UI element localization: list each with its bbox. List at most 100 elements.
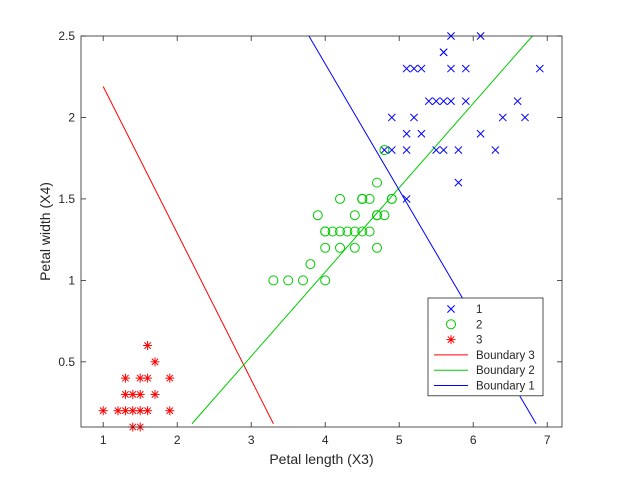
data-point-class-1 (461, 97, 470, 106)
data-point-class-3 (150, 357, 160, 367)
data-point-class-2 (298, 275, 308, 286)
data-point-class-1 (402, 194, 411, 203)
data-point-class-2 (386, 193, 397, 204)
data-point-class-2 (320, 226, 331, 237)
legend-label: 2 (476, 319, 482, 331)
legend-marker-swatch (446, 335, 456, 345)
x-tick-label: 6 (470, 433, 477, 447)
data-point-class-2 (283, 275, 294, 286)
legend-box (427, 297, 544, 397)
data-point-class-2 (320, 275, 331, 286)
data-point-class-2 (342, 226, 353, 237)
data-point-class-2 (372, 210, 382, 221)
data-point-class-1 (424, 97, 433, 106)
data-point-class-2 (268, 275, 279, 286)
legend-entry: 2 (446, 319, 482, 331)
data-point-class-1 (447, 64, 455, 73)
data-point-class-1 (439, 97, 448, 106)
data-point-class-3 (135, 389, 145, 399)
data-point-class-2 (372, 242, 382, 253)
legend-entry: 1 (447, 304, 482, 316)
data-point-class-1 (387, 113, 396, 122)
y-tick-label: 2 (68, 110, 75, 124)
legend-entry: Boundary 3 (434, 350, 535, 362)
legend-entry: Boundary 1 (434, 381, 535, 393)
data-point-class-3 (165, 406, 175, 416)
data-point-class-1 (410, 64, 418, 73)
data-point-class-1 (454, 146, 463, 154)
data-point-class-3 (128, 389, 138, 399)
legend: 1 2 3 Boundary 3 Boundary 2 Boundary 1 (427, 297, 544, 397)
data-point-class-1 (410, 113, 418, 122)
data-point-class-1 (461, 64, 470, 73)
data-point-class-2 (305, 259, 316, 270)
legend-label: Boundary 2 (476, 365, 535, 377)
data-point-class-1 (454, 178, 463, 187)
legend-label: Boundary 3 (476, 350, 535, 362)
data-point-class-3 (143, 373, 153, 383)
data-point-class-3 (120, 373, 130, 383)
ticks-layer: 1 2 3 4 5 6 7 0.5 1 1.5 2 2.5 (58, 29, 562, 447)
axes-frame (80, 35, 563, 428)
data-point-class-1 (417, 64, 426, 73)
x-tick-label: 3 (248, 433, 255, 447)
data-point-class-3 (143, 406, 153, 416)
boundary-line-2 (191, 35, 533, 425)
data-point-class-1 (387, 146, 396, 154)
data-point-class-2 (379, 145, 390, 156)
data-point-class-1 (513, 97, 522, 106)
y-tick-label: 0.5 (58, 355, 75, 369)
x-tick-label: 5 (396, 433, 403, 447)
data-point-class-1 (476, 129, 485, 138)
y-tick-label: 2.5 (58, 29, 75, 43)
y-axis-label: Petal width (X4) (37, 182, 53, 281)
x-tick-label: 1 (100, 433, 107, 447)
data-point-class-2 (335, 193, 345, 204)
data-point-class-2 (335, 226, 345, 237)
data-point-class-2 (357, 193, 368, 204)
legend-label: 3 (476, 335, 482, 347)
legend-label: 1 (476, 304, 482, 316)
y-tick-label: 1.5 (58, 192, 75, 206)
data-point-class-1 (447, 97, 455, 106)
data-point-class-2 (349, 210, 360, 221)
data-point-class-2 (364, 193, 375, 204)
x-tick-label: 2 (174, 433, 181, 447)
boundary-line-1 (102, 86, 274, 424)
data-point-class-2 (335, 242, 345, 253)
data-point-class-1 (417, 129, 426, 138)
legend-marker-swatch (446, 319, 456, 330)
legend-marker-swatch (447, 305, 455, 313)
data-point-class-1 (432, 146, 441, 154)
data-point-class-1 (402, 146, 411, 154)
data-point-class-1 (439, 48, 448, 57)
data-point-class-1 (439, 146, 448, 154)
data-point-class-1 (491, 146, 500, 154)
data-point-class-2 (349, 242, 360, 253)
data-point-class-1 (535, 64, 544, 73)
legend-label: Boundary 1 (476, 381, 535, 393)
data-point-class-2 (379, 210, 390, 221)
data-point-class-2 (372, 177, 382, 188)
data-point-class-2 (320, 242, 331, 253)
data-point-class-3 (165, 373, 175, 383)
data-point-class-3 (98, 406, 108, 416)
data-point-class-2 (357, 226, 368, 237)
legend-entry: 3 (446, 335, 482, 347)
data-point-class-1 (402, 129, 411, 138)
data-point-class-2 (312, 210, 323, 221)
data-point-class-1 (498, 113, 507, 122)
x-tick-label: 7 (544, 433, 551, 447)
x-tick-label: 4 (322, 433, 329, 447)
x-axis-label: Petal length (X3) (269, 451, 373, 467)
y-tick-label: 1 (68, 273, 75, 287)
data-point-class-1 (380, 146, 389, 154)
legend-entry: Boundary 2 (434, 365, 535, 377)
data-point-class-2 (349, 226, 360, 237)
data-point-class-3 (120, 406, 130, 416)
data-point-class-1 (402, 64, 411, 73)
data-point-class-3 (143, 341, 153, 351)
data-point-class-2 (364, 226, 375, 237)
data-point-class-2 (327, 226, 338, 237)
